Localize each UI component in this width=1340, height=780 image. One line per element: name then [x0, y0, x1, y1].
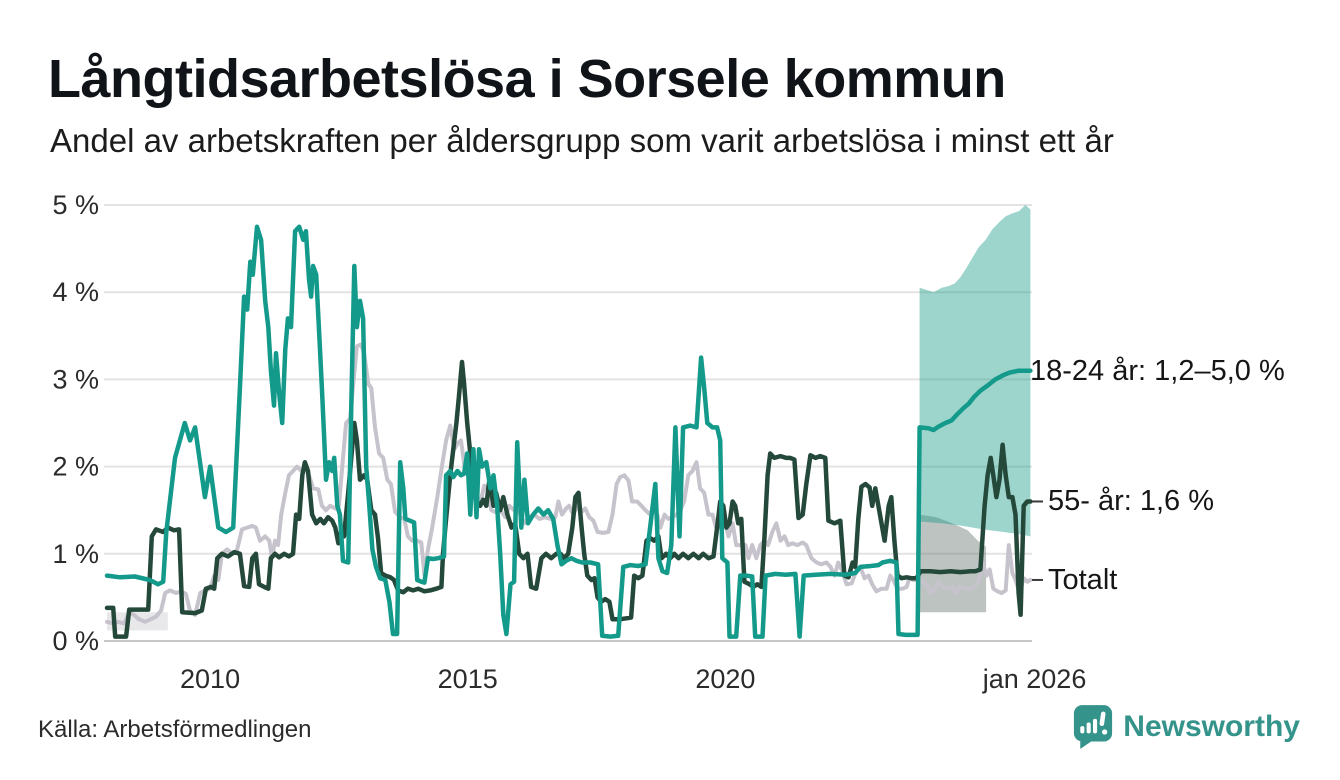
y-tick-label: 4 % [52, 277, 99, 307]
newsworthy-wordmark: Newsworthy [1123, 710, 1300, 743]
y-tick-label: 5 % [52, 190, 99, 220]
chart-subtitle: Andel av arbetskraften per åldersgrupp s… [50, 122, 1114, 159]
series-line-55- år [104, 359, 1033, 639]
series-label-totalt: Totalt [1048, 563, 1118, 596]
page-title: Långtidsarbetslösa i Sorsele kommun [48, 49, 1006, 109]
newsworthy-logo: Newsworthy [1073, 704, 1300, 750]
x-tick-label: 2010 [180, 664, 240, 694]
newsworthy-bubble-chart-icon [1074, 705, 1113, 749]
series-line-18-24 år [104, 224, 1033, 639]
x-tick-label: 2015 [438, 664, 498, 694]
y-tick-label: 3 % [52, 364, 99, 394]
source-note: Källa: Arbetsförmedlingen [38, 716, 312, 743]
y-tick-label: 0 % [52, 626, 99, 656]
y-tick-label: 1 % [52, 539, 99, 569]
x-tick-label: jan 2026 [982, 664, 1087, 694]
series-label-55: 55- år: 1,6 % [1048, 485, 1215, 518]
series-label-18-24: 18-24 år: 1,2–5,0 % [1030, 354, 1285, 387]
x-tick-label: 2020 [695, 664, 755, 694]
y-tick-label: 2 % [52, 452, 99, 482]
forecast-band [919, 514, 987, 613]
